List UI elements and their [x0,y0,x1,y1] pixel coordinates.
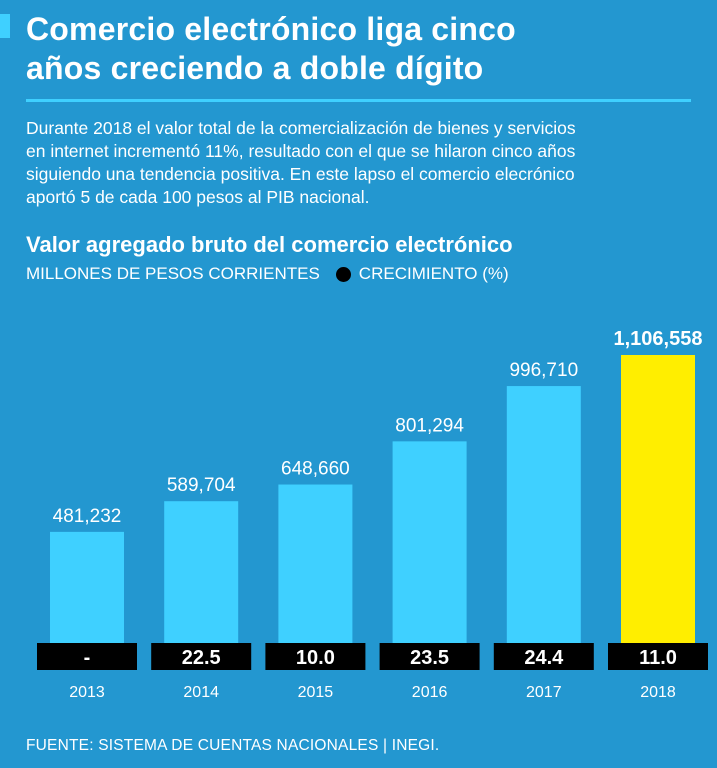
chart-title: Valor agregado bruto del comercio electr… [26,232,513,257]
value-label-2017: 996,710 [509,360,578,381]
growth-legend-dot-icon [335,266,351,282]
unit-label: MILLONES DE PESOS CORRIENTES [26,264,320,283]
bar-2014 [164,501,239,668]
title-accent-square [0,14,10,38]
growth-label-2013: - [84,647,91,669]
growth-box-2013 [37,643,137,670]
growth-box-2016 [379,643,480,670]
growth-label-2015: 10.0 [296,647,335,669]
growth-box-2014 [151,643,252,670]
value-label-2016: 801,294 [395,415,464,436]
growth-label-2016: 23.5 [410,647,449,669]
year-tick-label-2017: 2017 [526,684,562,701]
source-note: FUENTE: SISTEMA DE CUENTAS NACIONALES | … [26,737,440,754]
bar-2017 [506,386,581,668]
value-label-2013: 481,232 [53,506,122,527]
growth-label-2017: 24.4 [524,647,564,669]
year-tick-label-2016: 2016 [412,684,448,701]
year-tick-label-2018: 2018 [640,684,676,701]
bar-2016 [392,441,467,668]
value-label-2018: 1,106,558 [614,328,703,350]
growth-legend-label: CRECIMIENTO (%) [358,264,509,283]
growth-box-2018 [608,643,708,670]
growth-label-2018: 11.0 [639,647,677,669]
chart-legend: MILLONES DE PESOS CORRIENTES CRECIMIENTO… [26,264,509,284]
growth-box-2017 [493,643,594,670]
year-tick-label-2014: 2014 [183,684,219,701]
value-label-2014: 589,704 [167,475,236,496]
year-tick-label-2013: 2013 [69,684,105,701]
title-divider [26,99,691,102]
bar-chart: 481,232 - 2013 589,704 22.5 2014 648,660 10.0 20… [37,328,708,701]
bar-2015 [278,484,353,668]
bar-2018 [621,355,695,668]
growth-label-2014: 22.5 [182,647,221,669]
intro-paragraph: Durante 2018 el valor total de la comerc… [26,118,576,207]
year-tick-label-2015: 2015 [298,684,334,701]
page-title: Comercio electrónico liga cinco años cre… [26,11,516,86]
growth-box-2015 [265,643,366,670]
value-label-2015: 648,660 [281,459,350,480]
